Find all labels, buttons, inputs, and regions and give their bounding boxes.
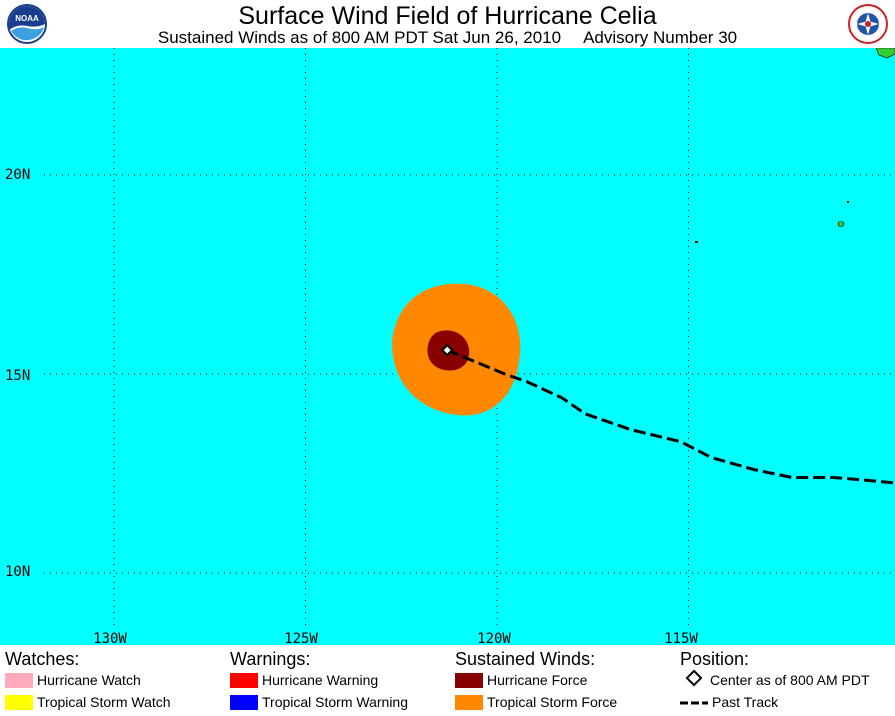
lon-label-125w: 125W <box>284 631 318 645</box>
tropical-storm-force-label: Tropical Storm Force <box>487 694 618 710</box>
legend-position-title: Position: <box>680 649 750 669</box>
lon-label-120w: 120W <box>477 631 511 645</box>
hurricane-watch-label: Hurricane Watch <box>37 672 141 688</box>
valid-time-text: Sustained Winds as of 800 AM PDT Sat Jun… <box>157 28 562 47</box>
legend-hurricane-warning: Hurricane Warning <box>230 672 378 688</box>
header: NOAA Surface Wind Field of Hurricane Cel… <box>0 0 895 48</box>
legend-tropical-storm-warning: Tropical Storm Warning <box>230 694 408 710</box>
center-diamond-icon <box>685 669 703 687</box>
hurricane-force-label: Hurricane Force <box>487 672 588 688</box>
lon-label-115w: 115W <box>664 631 698 645</box>
legend-hurricane-force: Hurricane Force <box>455 672 587 688</box>
hurricane-warning-label: Hurricane Warning <box>262 672 379 688</box>
lat-label-10n: 10N <box>5 564 31 580</box>
lon-label-130w: 130W <box>93 631 127 645</box>
map-canvas <box>44 48 895 628</box>
tropical-storm-force-swatch <box>455 695 483 710</box>
legend-warnings-title: Warnings: <box>230 649 311 669</box>
tropical-storm-warning-swatch <box>230 695 258 710</box>
tropical-storm-watch-swatch <box>5 695 33 710</box>
legend-winds-title: Sustained Winds: <box>455 649 596 669</box>
past-track-label: Past Track <box>712 694 779 710</box>
center-position-label: Center as of 800 AM PDT <box>710 672 870 688</box>
hurricane-warning-swatch <box>230 673 258 688</box>
legend-tropical-storm-force: Tropical Storm Force <box>455 694 617 710</box>
nws-logo <box>848 4 888 44</box>
legend: Watches: Hurricane Watch Tropical Storm … <box>0 645 895 716</box>
advisory-number-text: Advisory Number 30 <box>583 28 738 47</box>
past-track-dash-icon <box>680 701 708 705</box>
tropical-storm-watch-label: Tropical Storm Watch <box>37 694 171 710</box>
hurricane-force-swatch <box>455 673 483 688</box>
land-features <box>695 48 895 243</box>
legend-center-position: Center as of 800 AM PDT <box>680 669 870 688</box>
legend-tropical-storm-watch: Tropical Storm Watch <box>5 694 171 710</box>
noaa-logo: NOAA <box>7 4 47 44</box>
storm-center-marker <box>440 343 454 357</box>
island-2 <box>847 201 849 203</box>
map-area: 20N 15N 10N 130W 125W 120W 115W <box>0 48 895 645</box>
island-1 <box>837 221 845 227</box>
legend-past-track: Past Track <box>680 694 778 710</box>
map-subtitle: Sustained Winds as of 800 AM PDT Sat Jun… <box>0 29 895 47</box>
lat-lon-grid <box>44 48 895 628</box>
lat-label-15n: 15N <box>5 368 31 384</box>
island-3 <box>695 241 698 243</box>
wind-field <box>392 283 521 416</box>
lat-label-20n: 20N <box>5 167 31 183</box>
legend-hurricane-watch: Hurricane Watch <box>5 672 141 688</box>
hurricane-watch-swatch <box>5 673 33 688</box>
past-track-line <box>446 348 895 485</box>
svg-text:NOAA: NOAA <box>15 14 39 23</box>
land-corner <box>875 48 895 59</box>
tropical-storm-warning-label: Tropical Storm Warning <box>262 694 409 710</box>
legend-watches-title: Watches: <box>5 649 80 669</box>
map-title: Surface Wind Field of Hurricane Celia <box>238 2 657 30</box>
